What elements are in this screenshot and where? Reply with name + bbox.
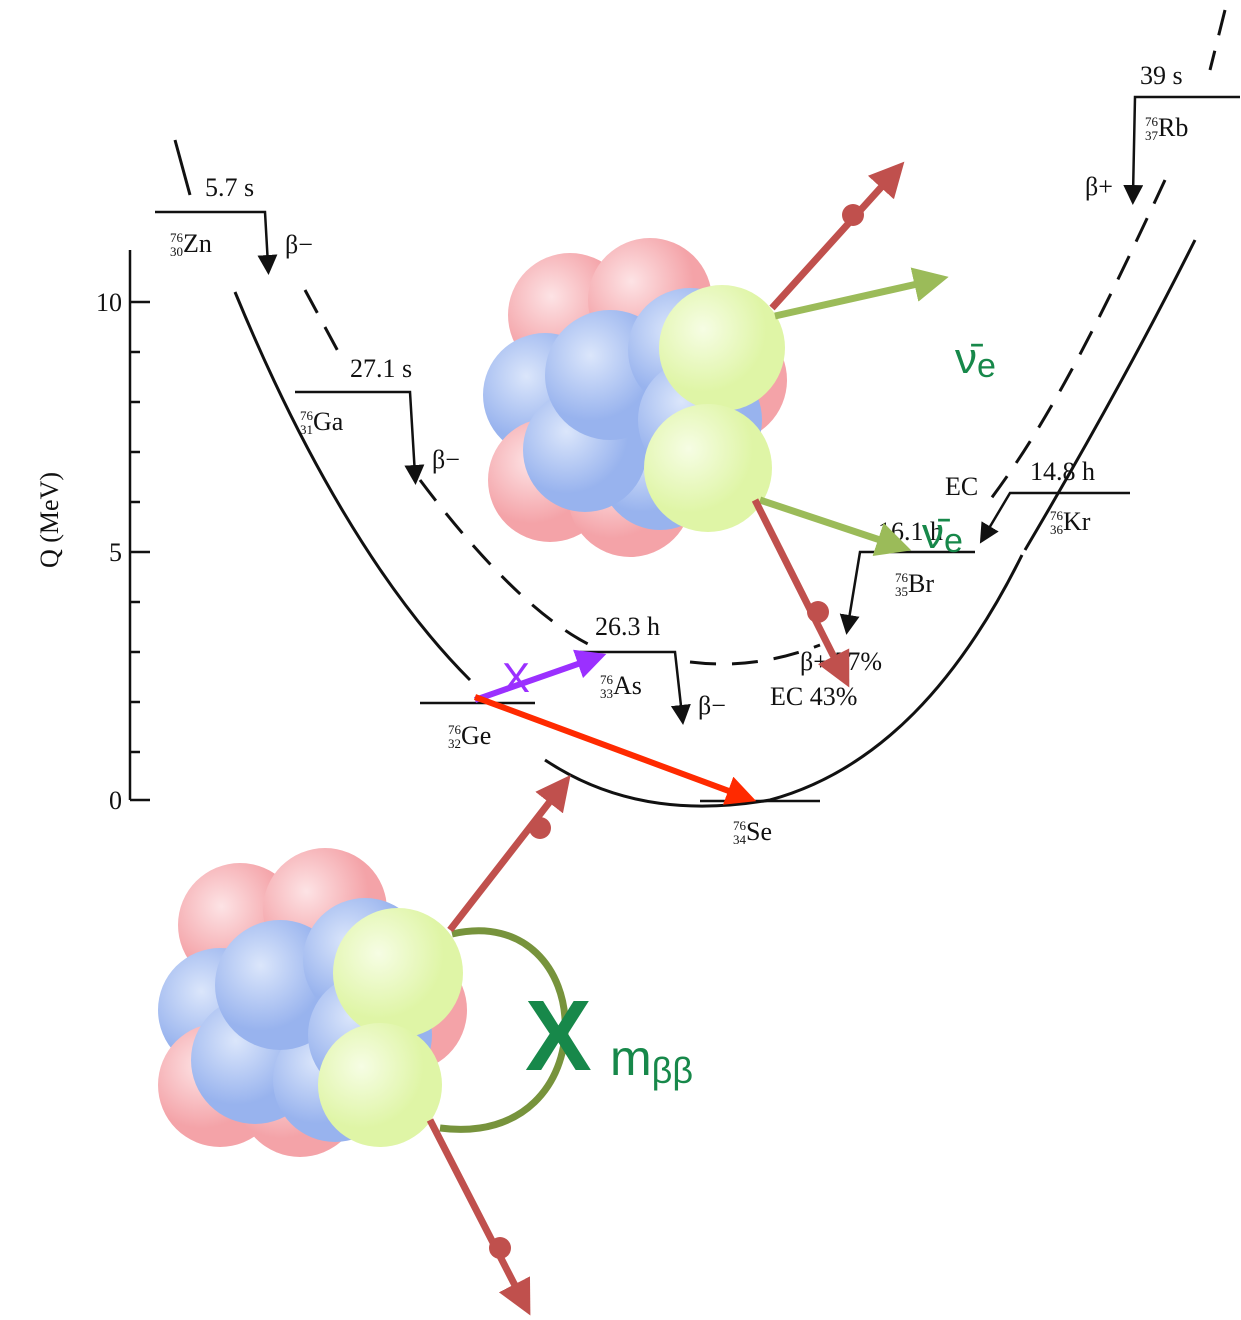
label-part: e: [977, 347, 996, 385]
label-part: m: [610, 1030, 652, 1086]
label-part: Ge: [461, 721, 491, 750]
majorana-mark: X: [525, 980, 592, 1092]
label-part: 76: [300, 408, 314, 423]
decay: β−: [698, 691, 726, 720]
label-part: 76: [448, 722, 462, 737]
electron: [489, 1237, 511, 1259]
label-part: Se: [746, 817, 772, 846]
label-part: e: [944, 522, 963, 560]
nucleus: [483, 238, 787, 557]
neutrino-label: ν̄e: [922, 509, 963, 560]
label-part: 76: [1050, 508, 1064, 523]
label-part: Rb: [1158, 113, 1188, 142]
half-life: 5.7 s: [205, 173, 254, 202]
half-life: 14.8 h: [1030, 457, 1095, 486]
label-part: 76: [600, 672, 614, 687]
label-part: 76: [1145, 114, 1159, 129]
axis-label: Q (MeV): [35, 472, 64, 568]
decay: β+: [1085, 172, 1113, 201]
label-part: 33: [600, 686, 613, 701]
label-part: ββ: [652, 1050, 693, 1091]
axis: [130, 250, 150, 800]
label-part: 37: [1145, 128, 1159, 143]
half-life: 26.3 h: [595, 612, 660, 641]
label-part: 35: [895, 584, 908, 599]
label-part: Br: [908, 569, 934, 598]
label-part: 34: [733, 832, 747, 847]
label-part: 31: [300, 422, 313, 437]
label-part: Zn: [183, 229, 212, 258]
decay: β−: [285, 230, 313, 259]
majorana-mass: mββ: [610, 1030, 693, 1091]
label-part: Kr: [1063, 507, 1091, 536]
tick-label: 5: [109, 538, 122, 567]
label-part: 32: [448, 736, 461, 751]
diagram: 10 5 0 Q (MeV) 5.7 s 7630Zn β− 27.1 s 76…: [0, 0, 1241, 1320]
label-part: 76: [733, 818, 747, 833]
label-part: As: [613, 671, 642, 700]
decay: EC 43%: [770, 682, 857, 711]
half-life: 39 s: [1140, 61, 1183, 90]
forbidden-mark: X: [502, 654, 530, 701]
electron: [529, 817, 551, 839]
label-part: 36: [1050, 522, 1064, 537]
label-part: 76: [170, 230, 184, 245]
label-part: 30: [170, 244, 183, 259]
decay: β−: [432, 445, 460, 474]
label-part: Ga: [313, 407, 344, 436]
tick-label: 0: [109, 786, 122, 815]
electron: [807, 601, 829, 623]
nucleus: [158, 848, 467, 1157]
decay: EC: [945, 472, 978, 501]
single-beta-arrow: [475, 658, 595, 700]
label-part: 76: [895, 570, 909, 585]
decay-particles: [755, 172, 935, 675]
half-life: 27.1 s: [350, 354, 412, 383]
electron: [842, 204, 864, 226]
neutrino-label: ν̄e: [955, 334, 996, 385]
tick-label: 10: [96, 288, 122, 317]
